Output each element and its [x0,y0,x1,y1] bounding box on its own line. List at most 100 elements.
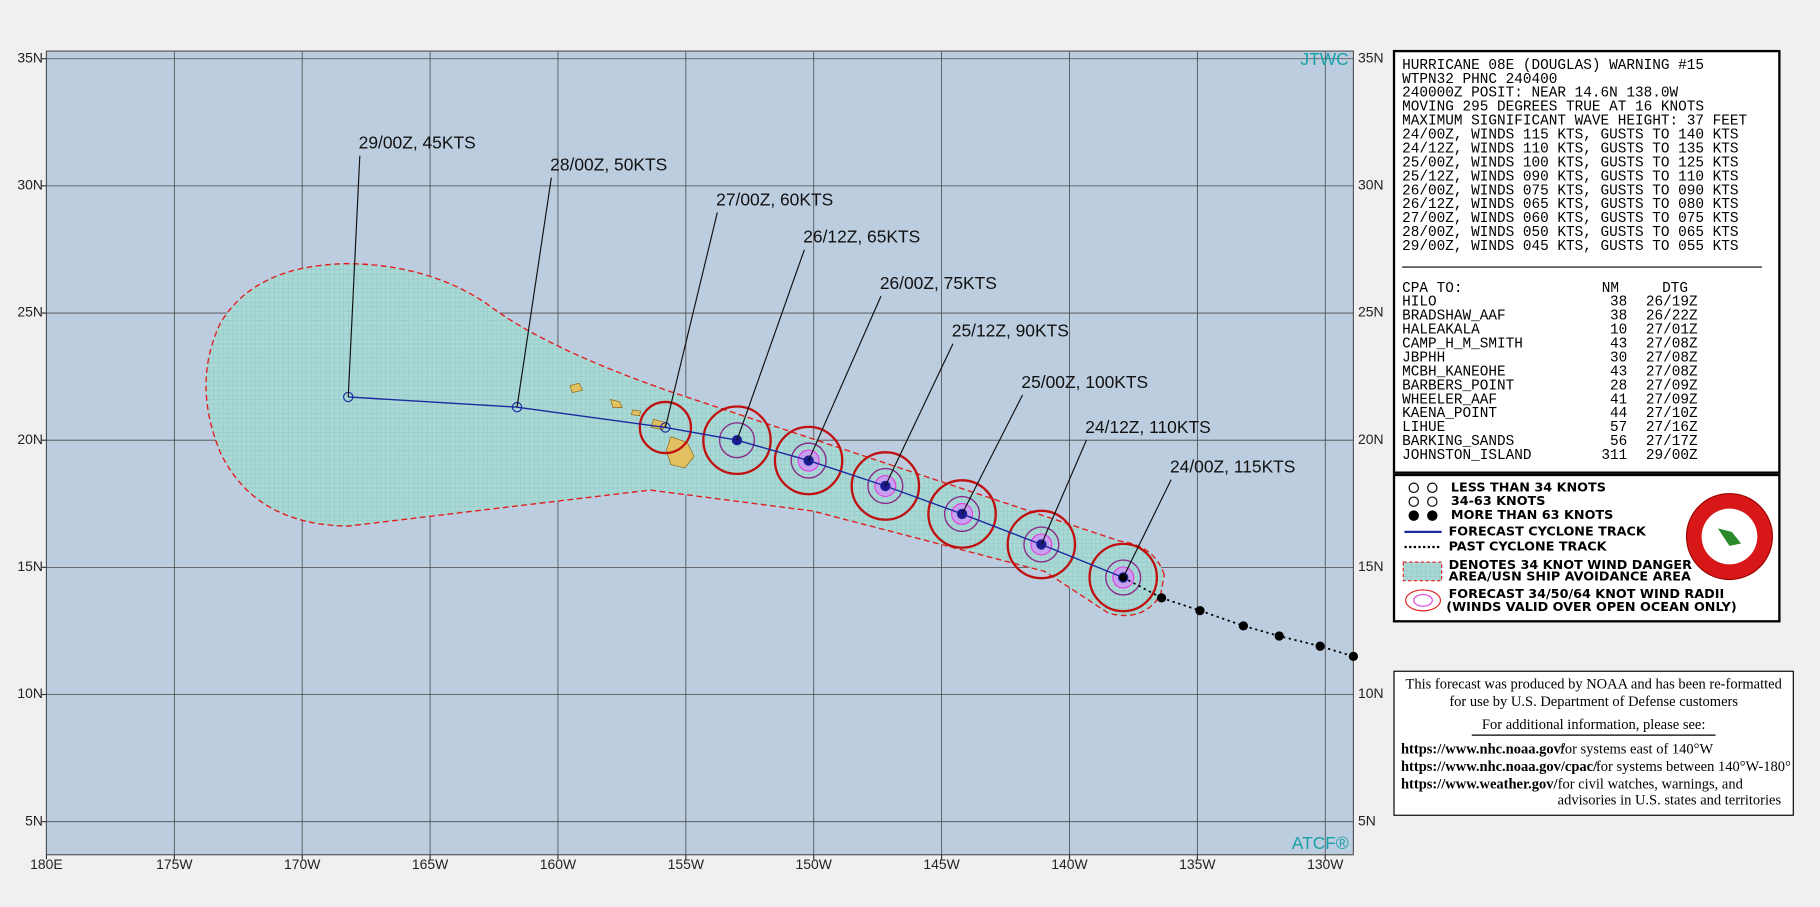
x-tick-label: 160W [540,856,577,872]
warning-line: 27/00Z, WINDS 060 KTS, GUSTS TO 075 KTS [1402,211,1738,227]
warning-panel [1392,49,1781,474]
warning-line: 28/00Z, WINDS 050 KTS, GUSTS TO 065 KTS [1402,225,1738,241]
cpa-dtg: 27/08Z [1646,337,1698,353]
cpa-nm: 28 [1610,378,1627,394]
cpa-nm: 38 [1610,295,1627,311]
y-tick-label: 5N [25,812,43,828]
past-position [1195,605,1205,616]
x-tick-label: 140W [1051,856,1088,872]
legend-text: PAST CYCLONE TRACK [1449,539,1608,554]
label-leader [664,212,718,428]
label-leader [347,155,361,397]
cpa-name: BRADSHAW_AAF [1402,309,1506,325]
forecast-label: 25/12Z, 90KTS [952,321,1069,341]
forecast-label: 24/12Z, 110KTS [1085,417,1210,437]
label-leader [808,295,882,461]
label-leader [884,343,954,487]
x-tick-label: 150W [796,856,833,872]
label-leader [516,177,552,408]
notice-link[interactable]: https://www.nhc.noaa.gov/cpac/ [1401,759,1598,775]
warning-line: 26/12Z, WINDS 065 KTS, GUSTS TO 080 KTS [1402,197,1738,213]
legend-symbol [1427,510,1438,521]
legend-symbol [1427,482,1438,493]
forecast-label: 28/00Z, 50KTS [550,155,667,175]
warning-line: WTPN32 PHNC 240400 [1402,72,1557,88]
wind-radius-50 [1105,559,1142,596]
cpa-nm: 43 [1610,364,1627,380]
past-track [1161,597,1354,658]
wind-radius-34 [850,451,921,521]
corner-label: ATCF® [1292,833,1349,853]
warning-line: 29/00Z, WINDS 045 KTS, GUSTS TO 055 KTS [1402,239,1738,255]
legend-symbol [1408,496,1419,507]
y-tick-label: 15N [17,558,43,574]
cpa-dtg: 27/01Z [1646,323,1698,339]
y-tick-label: 10N [1358,685,1384,701]
x-tick-label: 155W [668,856,705,872]
label-leader [961,394,1024,515]
y-tick-label: 5N [1358,812,1376,828]
warning-line: 24/00Z, WINDS 115 KTS, GUSTS TO 140 KTS [1402,128,1738,144]
cpa-dtg: 27/10Z [1646,406,1698,422]
forecast-label: 25/00Z, 100KTS [1021,372,1148,392]
warning-line: 240000Z POSIT: NEAR 14.6N 138.0W [1402,86,1678,102]
legend-symbol [1427,496,1438,507]
cpa-dtg: 27/08Z [1646,350,1698,366]
warning-line: 25/12Z, WINDS 090 KTS, GUSTS TO 110 KTS [1402,169,1738,185]
cpa-name: BARBERS_POINT [1402,378,1514,394]
wind-radius-34 [773,425,844,496]
x-tick-label: 135W [1179,856,1216,872]
legend-symbol [1408,482,1419,493]
y-tick-label: 15N [1358,558,1384,574]
notice-line: This forecast was produced by NOAA and h… [1405,677,1782,693]
y-tick-label: 25N [17,304,43,320]
label-leader [1122,479,1172,578]
legend-text: AREA/USN SHIP AVOIDANCE AREA [1449,570,1691,585]
island [630,409,642,417]
forecast-label: 27/00Z, 60KTS [716,190,833,210]
y-tick-label: 20N [1358,431,1384,447]
cpa-name: JOHNSTON_ISLAND [1402,448,1531,464]
wind-radius-34 [638,400,693,455]
danger-area [205,262,1165,617]
notice-panel [1393,670,1794,816]
cpa-nm: 38 [1610,309,1627,325]
x-tick-label: 175W [156,856,193,872]
legend-symbol [1402,561,1443,582]
past-position [1348,651,1359,662]
legend-symbol [1413,594,1433,607]
notice-link[interactable]: https://www.nhc.noaa.gov/ [1401,742,1566,758]
track-layer: 24/00Z, 115KTS 24/12Z, 110KTS 25/00Z, 100K… [343,133,1359,662]
forecast-label: 26/12Z, 65KTS [803,227,920,247]
cpa-dtg: 27/16Z [1646,420,1698,436]
cpa-header: CPA TO: [1402,281,1462,297]
island [569,382,584,393]
cpa-nm: 311 [1601,448,1627,464]
notice-link[interactable]: https://www.weather.gov/ [1401,776,1558,792]
cpa-name: MCBH_KANEOHE [1402,364,1506,380]
cpa-dtg: 26/19Z [1646,295,1698,311]
forecast-position [511,401,523,413]
legend-text: 34-63 KNOTS [1451,494,1546,509]
forecast-label: 26/00Z, 75KTS [880,273,997,293]
y-tick-label: 20N [17,431,43,447]
wind-radius-50 [1023,526,1060,563]
label-leader [736,249,805,441]
notice-line: for use by U.S. Department of Defense cu… [1449,694,1738,710]
cpa-header: DTG [1662,281,1688,297]
y-tick-label: 35N [17,49,43,65]
notice-text: for systems between 140°W-180° [1596,759,1791,775]
cpa-nm: 30 [1610,350,1627,366]
wind-radius-34 [1088,542,1159,613]
warning-line: HURRICANE 08E (DOUGLAS) WARNING #15 [1402,58,1704,74]
label-leader [1040,439,1087,545]
cpa-dtg: 26/22Z [1646,309,1698,325]
past-position [1274,631,1284,641]
wind-radius-34 [1006,509,1077,580]
corner-label: JTWC [1300,49,1348,69]
logo [1717,528,1742,546]
wind-radius-50 [790,442,827,479]
cpa-dtg: 27/08Z [1646,364,1698,380]
cpa-dtg: 27/09Z [1646,378,1698,394]
